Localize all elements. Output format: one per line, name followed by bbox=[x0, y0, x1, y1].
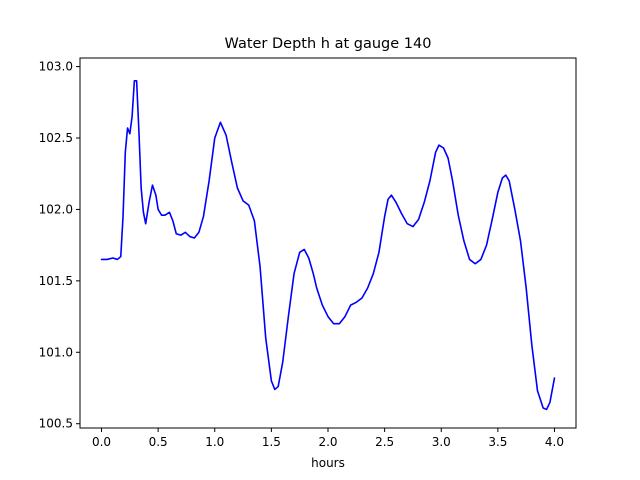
x-tick-label: 0.5 bbox=[149, 435, 168, 449]
x-axis-label: hours bbox=[311, 456, 345, 470]
x-tick-label: 1.5 bbox=[262, 435, 281, 449]
x-tick-label: 2.5 bbox=[375, 435, 394, 449]
y-tick-label: 101.0 bbox=[39, 345, 73, 359]
y-tick-label: 103.0 bbox=[39, 60, 73, 74]
series-line-0 bbox=[100, 80, 556, 411]
x-tick-label: 1.0 bbox=[205, 435, 224, 449]
axes-background bbox=[80, 58, 576, 428]
x-axis: 0.0 0.5 1.0 1.5 2.0 2.5 3.0 3.5 4.0 bbox=[92, 428, 564, 449]
plot-area bbox=[79, 57, 577, 429]
x-tick-label: 3.5 bbox=[488, 435, 507, 449]
x-tick-label: 2.0 bbox=[318, 435, 337, 449]
chart-title: Water Depth h at gauge 140 bbox=[225, 36, 432, 52]
y-tick-label: 102.0 bbox=[39, 202, 73, 216]
x-tick-label: 4.0 bbox=[545, 435, 564, 449]
x-tick-label: 0.0 bbox=[92, 435, 111, 449]
y-axis: 100.5 101.0 101.5 102.0 102.5 103.0 bbox=[39, 60, 80, 431]
series-layer bbox=[100, 80, 556, 411]
y-tick-label: 101.5 bbox=[39, 274, 73, 288]
y-tick-label: 100.5 bbox=[39, 417, 73, 431]
x-tick-label: 3.0 bbox=[432, 435, 451, 449]
y-tick-label: 102.5 bbox=[39, 131, 73, 145]
